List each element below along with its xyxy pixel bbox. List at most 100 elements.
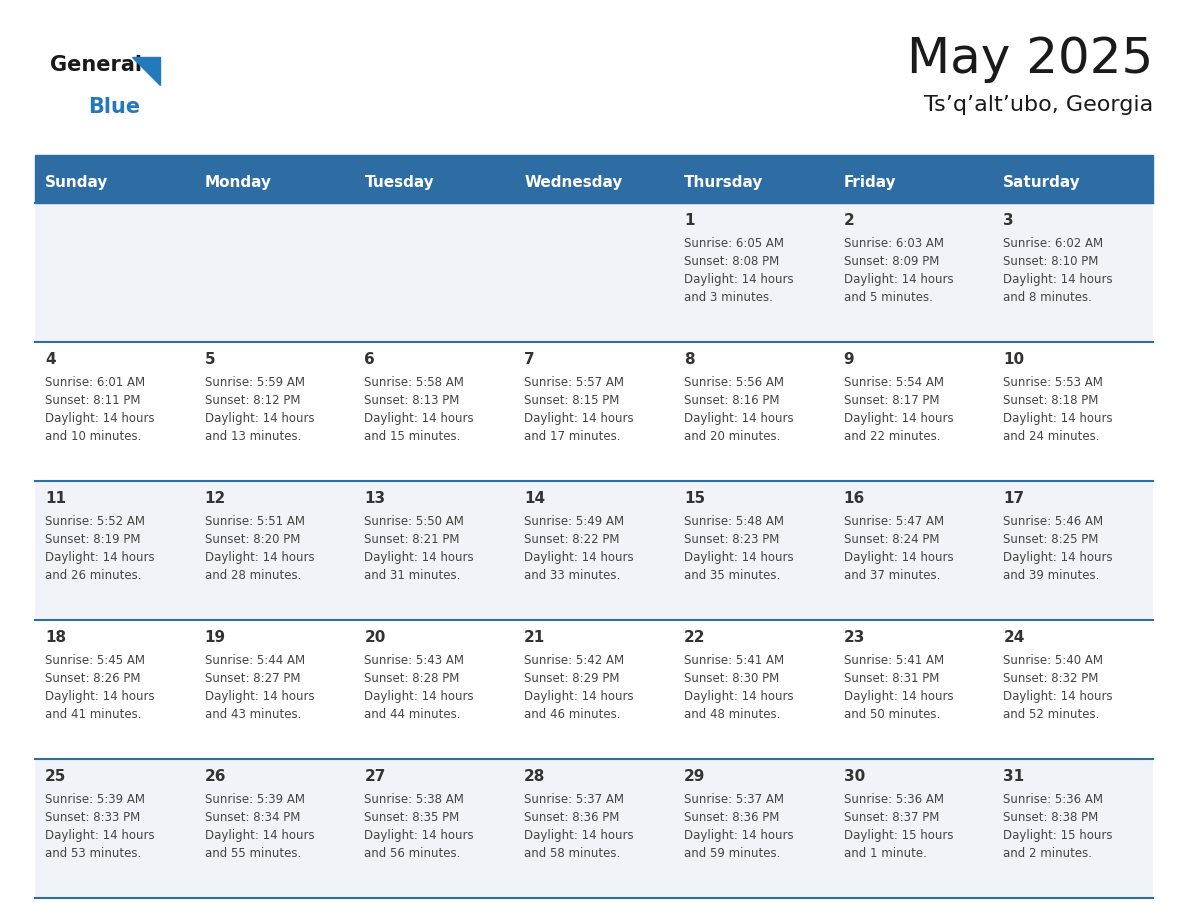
Text: Sunset: 8:38 PM: Sunset: 8:38 PM — [1004, 811, 1099, 824]
Text: 19: 19 — [204, 630, 226, 645]
Text: Daylight: 14 hours: Daylight: 14 hours — [1004, 412, 1113, 425]
Bar — [34, 203, 1154, 342]
Text: Sunrise: 6:05 AM: Sunrise: 6:05 AM — [684, 237, 784, 250]
Text: and 13 minutes.: and 13 minutes. — [204, 430, 301, 443]
Text: Friday: Friday — [843, 175, 896, 191]
Text: Sunset: 8:28 PM: Sunset: 8:28 PM — [365, 672, 460, 685]
Text: Daylight: 14 hours: Daylight: 14 hours — [204, 829, 315, 842]
Text: Sunrise: 5:48 AM: Sunrise: 5:48 AM — [684, 515, 784, 528]
Text: Daylight: 14 hours: Daylight: 14 hours — [365, 551, 474, 564]
Text: Daylight: 14 hours: Daylight: 14 hours — [204, 412, 315, 425]
Text: Sunset: 8:33 PM: Sunset: 8:33 PM — [45, 811, 140, 824]
Text: General: General — [50, 55, 143, 75]
Text: Sunrise: 5:51 AM: Sunrise: 5:51 AM — [204, 515, 304, 528]
Text: Sunset: 8:11 PM: Sunset: 8:11 PM — [45, 394, 140, 407]
Text: Sunrise: 5:37 AM: Sunrise: 5:37 AM — [524, 793, 624, 806]
Text: 9: 9 — [843, 352, 854, 367]
Text: Daylight: 15 hours: Daylight: 15 hours — [1004, 829, 1113, 842]
Text: and 28 minutes.: and 28 minutes. — [204, 569, 301, 582]
Text: Thursday: Thursday — [684, 175, 763, 191]
Text: and 20 minutes.: and 20 minutes. — [684, 430, 781, 443]
Text: Daylight: 14 hours: Daylight: 14 hours — [45, 551, 154, 564]
Text: Sunrise: 5:36 AM: Sunrise: 5:36 AM — [843, 793, 943, 806]
Text: Daylight: 14 hours: Daylight: 14 hours — [843, 551, 953, 564]
Text: Daylight: 14 hours: Daylight: 14 hours — [1004, 551, 1113, 564]
Text: Tuesday: Tuesday — [365, 175, 434, 191]
Text: Sunset: 8:18 PM: Sunset: 8:18 PM — [1004, 394, 1099, 407]
Text: and 24 minutes.: and 24 minutes. — [1004, 430, 1100, 443]
Text: Sunset: 8:29 PM: Sunset: 8:29 PM — [524, 672, 620, 685]
Text: Daylight: 14 hours: Daylight: 14 hours — [524, 551, 633, 564]
Text: Sunset: 8:34 PM: Sunset: 8:34 PM — [204, 811, 301, 824]
Text: and 53 minutes.: and 53 minutes. — [45, 847, 141, 860]
Text: and 48 minutes.: and 48 minutes. — [684, 708, 781, 721]
Text: Daylight: 14 hours: Daylight: 14 hours — [1004, 690, 1113, 703]
Text: Sunset: 8:23 PM: Sunset: 8:23 PM — [684, 533, 779, 546]
Text: Sunset: 8:36 PM: Sunset: 8:36 PM — [524, 811, 619, 824]
Text: Daylight: 14 hours: Daylight: 14 hours — [524, 412, 633, 425]
Text: Sunset: 8:36 PM: Sunset: 8:36 PM — [684, 811, 779, 824]
Bar — [34, 620, 1154, 759]
Text: Sunset: 8:25 PM: Sunset: 8:25 PM — [1004, 533, 1099, 546]
Text: Daylight: 14 hours: Daylight: 14 hours — [684, 690, 794, 703]
Text: Sunset: 8:15 PM: Sunset: 8:15 PM — [524, 394, 619, 407]
Text: 21: 21 — [524, 630, 545, 645]
Text: and 44 minutes.: and 44 minutes. — [365, 708, 461, 721]
Text: Daylight: 14 hours: Daylight: 14 hours — [45, 412, 154, 425]
Text: Sunrise: 5:38 AM: Sunrise: 5:38 AM — [365, 793, 465, 806]
Text: 14: 14 — [524, 491, 545, 506]
Text: 24: 24 — [1004, 630, 1025, 645]
Bar — [34, 163, 1154, 203]
Text: Daylight: 14 hours: Daylight: 14 hours — [684, 551, 794, 564]
Text: Daylight: 15 hours: Daylight: 15 hours — [843, 829, 953, 842]
Text: 10: 10 — [1004, 352, 1024, 367]
Text: Sunrise: 5:52 AM: Sunrise: 5:52 AM — [45, 515, 145, 528]
Text: Sunrise: 5:40 AM: Sunrise: 5:40 AM — [1004, 654, 1104, 667]
Text: Daylight: 14 hours: Daylight: 14 hours — [365, 690, 474, 703]
Text: Sunrise: 6:02 AM: Sunrise: 6:02 AM — [1004, 237, 1104, 250]
Text: 12: 12 — [204, 491, 226, 506]
Text: Sunrise: 6:01 AM: Sunrise: 6:01 AM — [45, 376, 145, 389]
Text: Monday: Monday — [204, 175, 272, 191]
Text: 13: 13 — [365, 491, 386, 506]
Text: 16: 16 — [843, 491, 865, 506]
Text: Daylight: 14 hours: Daylight: 14 hours — [45, 829, 154, 842]
Text: and 35 minutes.: and 35 minutes. — [684, 569, 781, 582]
Text: Daylight: 14 hours: Daylight: 14 hours — [1004, 273, 1113, 286]
Text: Daylight: 14 hours: Daylight: 14 hours — [684, 273, 794, 286]
Text: Daylight: 14 hours: Daylight: 14 hours — [204, 551, 315, 564]
Text: and 22 minutes.: and 22 minutes. — [843, 430, 940, 443]
Text: Daylight: 14 hours: Daylight: 14 hours — [843, 690, 953, 703]
Text: Ts’q’alt’ubo, Georgia: Ts’q’alt’ubo, Georgia — [924, 95, 1154, 115]
Text: and 17 minutes.: and 17 minutes. — [524, 430, 620, 443]
Text: and 5 minutes.: and 5 minutes. — [843, 291, 933, 304]
Bar — [34, 481, 1154, 620]
Text: and 52 minutes.: and 52 minutes. — [1004, 708, 1100, 721]
Text: Daylight: 14 hours: Daylight: 14 hours — [684, 829, 794, 842]
Text: 1: 1 — [684, 213, 694, 228]
Text: and 31 minutes.: and 31 minutes. — [365, 569, 461, 582]
Text: and 15 minutes.: and 15 minutes. — [365, 430, 461, 443]
Text: Daylight: 14 hours: Daylight: 14 hours — [524, 690, 633, 703]
Text: and 50 minutes.: and 50 minutes. — [843, 708, 940, 721]
Text: 6: 6 — [365, 352, 375, 367]
Text: and 37 minutes.: and 37 minutes. — [843, 569, 940, 582]
Polygon shape — [132, 57, 160, 85]
Text: Sunrise: 5:54 AM: Sunrise: 5:54 AM — [843, 376, 943, 389]
Text: Sunrise: 5:57 AM: Sunrise: 5:57 AM — [524, 376, 624, 389]
Bar — [34, 342, 1154, 481]
Text: 18: 18 — [45, 630, 67, 645]
Text: Daylight: 14 hours: Daylight: 14 hours — [45, 690, 154, 703]
Text: Sunset: 8:19 PM: Sunset: 8:19 PM — [45, 533, 140, 546]
Text: Sunset: 8:17 PM: Sunset: 8:17 PM — [843, 394, 939, 407]
Text: Sunrise: 5:53 AM: Sunrise: 5:53 AM — [1004, 376, 1104, 389]
Text: Sunrise: 5:49 AM: Sunrise: 5:49 AM — [524, 515, 624, 528]
Text: 23: 23 — [843, 630, 865, 645]
Text: Sunrise: 5:36 AM: Sunrise: 5:36 AM — [1004, 793, 1104, 806]
Text: Sunrise: 5:37 AM: Sunrise: 5:37 AM — [684, 793, 784, 806]
Text: 11: 11 — [45, 491, 67, 506]
Text: 4: 4 — [45, 352, 56, 367]
Text: 2: 2 — [843, 213, 854, 228]
Text: Sunrise: 5:45 AM: Sunrise: 5:45 AM — [45, 654, 145, 667]
Text: Sunset: 8:24 PM: Sunset: 8:24 PM — [843, 533, 939, 546]
